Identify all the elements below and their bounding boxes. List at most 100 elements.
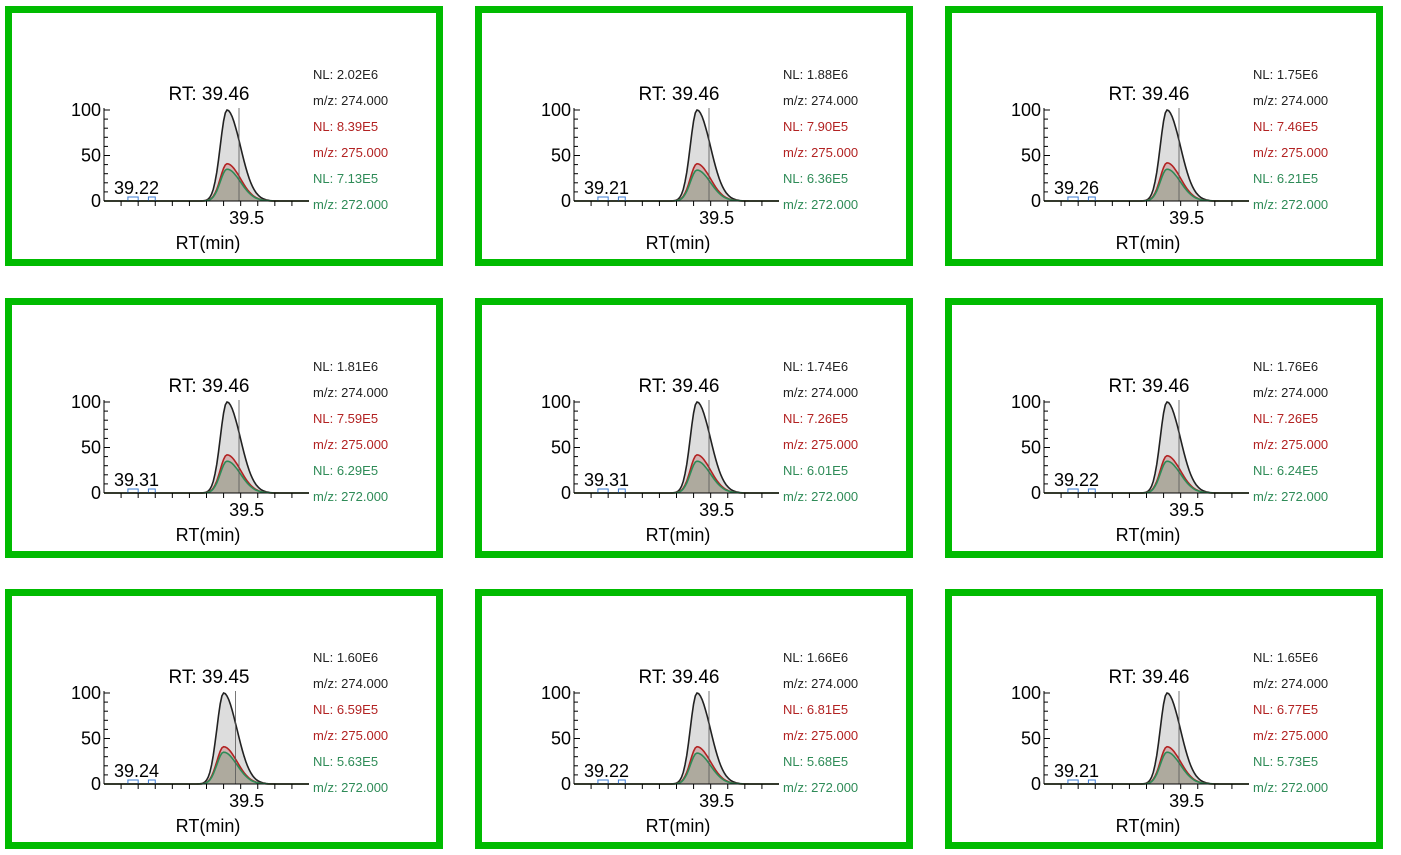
legend-mz-label: m/z: 274.000 [313,385,389,400]
legend-entry: NL: 1.88E6 m/z: 274.000 [783,68,858,120]
y-tick-label: 0 [1031,483,1041,503]
legend-entry: NL: 6.01E5 m/z: 272.000 [783,464,858,516]
chromatogram-plot: 100 50 0 39.5 RT(min) RT: 39.46 39.31 [541,376,779,545]
legend-nl-label: NL: 7.13E5 [313,171,379,186]
legend-nl-label: NL: 6.29E5 [313,463,379,478]
minor-peak-label: 39.22 [1054,470,1099,490]
legend-mz-label: m/z: 274.000 [783,676,859,691]
legend-nl-label: NL: 1.60E6 [313,650,379,665]
y-tick-label: 50 [1021,146,1041,166]
minor-peak-label: 39.22 [114,178,159,198]
y-tick-label: 50 [1021,729,1041,749]
y-tick-label: 50 [551,438,571,458]
legend-nl-label: NL: 7.90E5 [783,119,849,134]
minor-peak-label: 39.31 [584,470,629,490]
x-axis-label: RT(min) [646,816,711,836]
y-tick-label: 100 [71,683,101,703]
y-tick-label: 50 [81,438,101,458]
legend-mz-label: m/z: 272.000 [313,780,389,795]
legend-nl-label: NL: 1.65E6 [1253,650,1319,665]
y-tick-label: 100 [1011,683,1041,703]
legend-mz-label: m/z: 272.000 [783,489,859,504]
minor-peak-label: 39.31 [114,470,159,490]
legend-mz-label: m/z: 274.000 [783,385,859,400]
legend-entry: NL: 1.74E6 m/z: 274.000 [783,360,858,412]
chromatogram-panel: 100 50 0 39.5 RT(min) RT: 39.46 39.22 NL: 1.76E… [945,298,1383,558]
legend-nl-label: NL: 1.74E6 [783,359,849,374]
x-axis-label: RT(min) [176,816,241,836]
legend-nl-label: NL: 6.01E5 [783,463,849,478]
legend-mz-label: m/z: 275.000 [1253,145,1329,160]
chromatogram-plot: 100 50 0 39.5 RT(min) RT: 39.46 39.31 [71,376,309,545]
legend-nl-label: NL: 8.39E5 [313,119,379,134]
y-tick-label: 0 [91,191,101,211]
minor-peak-label: 39.21 [584,178,629,198]
legend-entry: NL: 7.90E5 m/z: 275.000 [783,120,858,172]
legend-nl-label: NL: 6.21E5 [1253,171,1319,186]
legend-nl-label: NL: 5.68E5 [783,754,849,769]
y-tick-label: 50 [81,729,101,749]
legend-nl-label: NL: 2.02E6 [313,67,379,82]
minor-peak-label: 39.26 [1054,178,1099,198]
chromatogram-panel: 100 50 0 39.5 RT(min) RT: 39.46 39.22 NL: 1.66E… [475,589,913,849]
minor-peak-label: 39.24 [114,761,159,781]
y-tick-label: 50 [551,146,571,166]
y-tick-label: 100 [541,683,571,703]
chromatogram-panel: 100 50 0 39.5 RT(min) RT: 39.45 39.24 NL: 1.60E… [5,589,443,849]
legend-nl-label: NL: 5.73E5 [1253,754,1319,769]
legend-entry: NL: 1.81E6 m/z: 274.000 [313,360,388,412]
chromatogram-plot: 100 50 0 39.5 RT(min) RT: 39.46 39.26 [1011,84,1249,253]
rt-label: RT: 39.45 [169,667,250,688]
chromatogram-panel: 100 50 0 39.5 RT(min) RT: 39.46 39.26 NL: 1.75E… [945,6,1383,266]
rt-label: RT: 39.46 [1109,376,1190,397]
y-tick-label: 100 [1011,392,1041,412]
legend-mz-label: m/z: 272.000 [783,197,859,212]
minor-peak-label: 39.21 [1054,761,1099,781]
legend-nl-label: NL: 7.59E5 [313,411,379,426]
x-tick-label: 39.5 [229,791,264,811]
legend-entry: NL: 7.26E5 m/z: 275.000 [1253,412,1328,464]
minor-peak-label: 39.22 [584,761,629,781]
y-tick-label: 0 [561,191,571,211]
y-tick-label: 0 [1031,774,1041,794]
x-axis-label: RT(min) [646,233,711,253]
x-axis-label: RT(min) [176,525,241,545]
legend-mz-label: m/z: 275.000 [1253,437,1329,452]
x-tick-label: 39.5 [1169,500,1204,520]
chromatogram-panel: 100 50 0 39.5 RT(min) RT: 39.46 39.21 NL: 1.88E… [475,6,913,266]
legend-mz-label: m/z: 272.000 [313,489,389,504]
x-tick-label: 39.5 [699,500,734,520]
legend-mz-label: m/z: 274.000 [783,93,859,108]
chromatogram-plot: 100 50 0 39.5 RT(min) RT: 39.46 39.22 [1011,376,1249,545]
x-axis-label: RT(min) [1116,233,1181,253]
legend-mz-label: m/z: 272.000 [313,197,389,212]
legend-entry: NL: 7.46E5 m/z: 275.000 [1253,120,1328,172]
rt-label: RT: 39.46 [1109,667,1190,688]
legend-entry: NL: 6.36E5 m/z: 272.000 [783,172,858,224]
legend-nl-label: NL: 6.36E5 [783,171,849,186]
x-tick-label: 39.5 [1169,208,1204,228]
legend-mz-label: m/z: 274.000 [1253,385,1329,400]
legend-entry: NL: 5.63E5 m/z: 272.000 [313,755,388,807]
legend-entry: NL: 1.76E6 m/z: 274.000 [1253,360,1328,412]
chromatogram-panel: 100 50 0 39.5 RT(min) RT: 39.46 39.31 NL: 1.81E… [5,298,443,558]
x-tick-label: 39.5 [1169,791,1204,811]
x-tick-label: 39.5 [229,208,264,228]
rt-label: RT: 39.46 [169,376,250,397]
legend-nl-label: NL: 5.63E5 [313,754,379,769]
legend-mz-label: m/z: 274.000 [313,93,389,108]
legend-entry: NL: 6.59E5 m/z: 275.000 [313,703,388,755]
y-tick-label: 0 [561,483,571,503]
x-tick-label: 39.5 [699,208,734,228]
legend-nl-label: NL: 7.26E5 [783,411,849,426]
y-tick-label: 50 [1021,438,1041,458]
legend-entry: NL: 6.29E5 m/z: 272.000 [313,464,388,516]
legend-mz-label: m/z: 272.000 [1253,780,1329,795]
y-tick-label: 0 [91,483,101,503]
chromatogram-panel: 100 50 0 39.5 RT(min) RT: 39.46 39.31 NL: 1.74E… [475,298,913,558]
x-axis-label: RT(min) [646,525,711,545]
y-tick-label: 100 [541,100,571,120]
chromatogram-plot: 100 50 0 39.5 RT(min) RT: 39.46 39.22 [71,84,309,253]
rt-label: RT: 39.46 [1109,84,1190,105]
legend-mz-label: m/z: 275.000 [1253,728,1329,743]
